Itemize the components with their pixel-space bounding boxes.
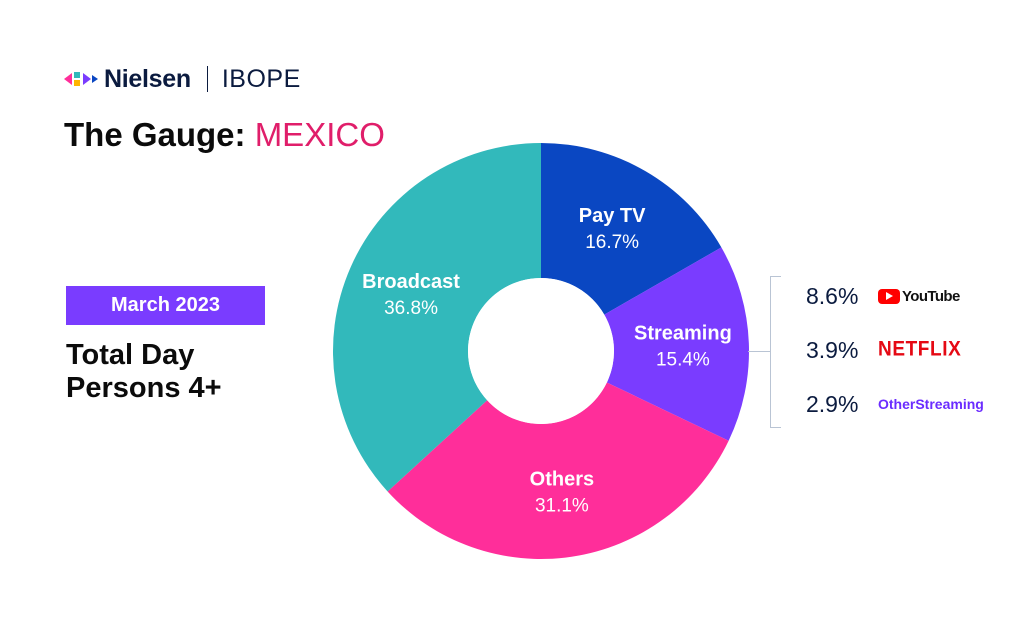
breakdown-row-youtube: 8.6% YouTube — [806, 278, 960, 314]
slice-value-broadcast: 36.8% — [384, 298, 438, 319]
breakdown-value-netflix: 3.9% — [806, 336, 859, 363]
netflix-logo-icon: NETFLIX — [878, 337, 962, 361]
nielsen-arrow-mark-icon — [64, 72, 98, 86]
slice-streaming — [604, 247, 750, 441]
audience-subtitle: Total Day Persons 4+ — [66, 339, 222, 405]
slice-others — [387, 382, 729, 559]
breakdown-value-other-streaming: 2.9% — [806, 390, 859, 417]
title-country: MEXICO — [254, 116, 385, 153]
slice-label-streaming: Streaming — [634, 323, 732, 345]
slice-label-pay-tv: Pay TV — [579, 205, 646, 227]
page-title: The Gauge: MEXICO — [64, 116, 385, 154]
slice-value-streaming: 15.4% — [656, 350, 710, 371]
logo-divider — [206, 66, 208, 92]
other-streaming-line-1: Other — [878, 395, 916, 412]
streaming-bracket — [770, 276, 781, 428]
youtube-wordmark: YouTube — [902, 287, 960, 305]
slice-label-broadcast: Broadcast — [362, 271, 460, 293]
brand-logo: Nielsen IBOPE — [64, 62, 301, 96]
slice-broadcast — [332, 143, 541, 492]
breakdown-value-youtube: 8.6% — [806, 282, 859, 309]
slice-label-others: Others — [530, 468, 594, 490]
subtitle-line-2: Persons 4+ — [66, 372, 222, 404]
partner-name: IBOPE — [221, 64, 301, 93]
netflix-wordmark: NETFLIX — [878, 337, 962, 361]
youtube-logo-icon: YouTube — [878, 288, 960, 305]
breakdown-row-netflix: 3.9% NETFLIX — [806, 332, 961, 368]
other-streaming-label: Other Streaming — [878, 395, 984, 413]
period-badge: March 2023 — [66, 286, 265, 325]
subtitle-line-1: Total Day — [66, 339, 195, 371]
other-streaming-line-2: Streaming — [915, 395, 984, 412]
slice-pay-tv — [541, 143, 722, 315]
breakdown-row-other-streaming: 2.9% Other Streaming — [806, 386, 984, 422]
slice-value-pay-tv: 16.7% — [585, 232, 639, 253]
slice-value-others: 31.1% — [535, 495, 589, 516]
brand-name: Nielsen — [104, 64, 191, 93]
streaming-connector — [748, 351, 770, 352]
title-prefix: The Gauge: — [64, 116, 255, 153]
donut-hole — [468, 278, 614, 424]
youtube-play-icon — [878, 288, 900, 304]
